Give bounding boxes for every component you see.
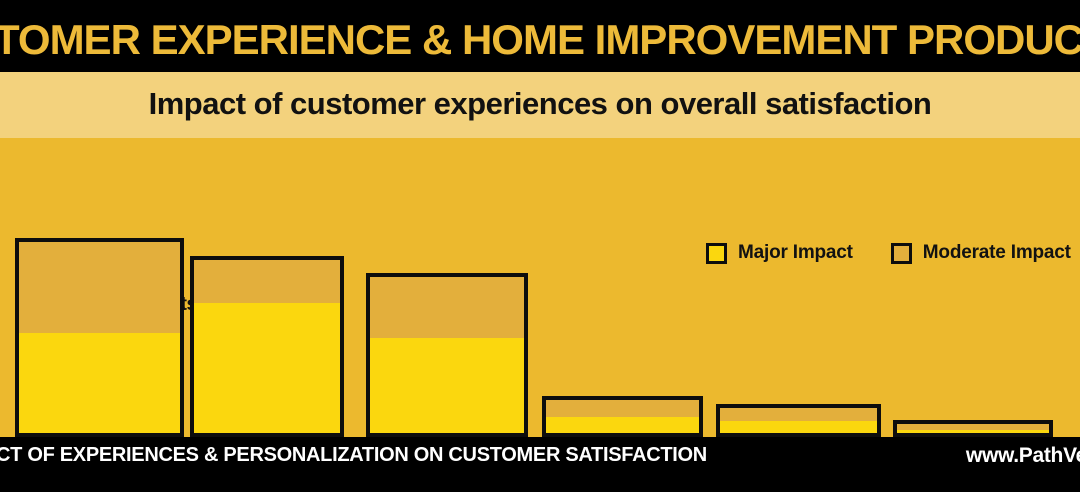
bar-group: Getting QuestionsAnswered 77% xyxy=(0,138,1080,437)
subtitle-band: Impact of customer experiences on overal… xyxy=(0,72,1080,138)
bar-segment-moderate-impact xyxy=(19,242,180,333)
chart-legend: Major Impact Moderate Impact xyxy=(706,242,1071,264)
footer-url: www.PathVe xyxy=(965,444,1080,467)
legend-swatch-icon xyxy=(890,242,912,264)
header-bar: TOMER EXPERIENCE & HOME IMPROVEMENT PROD… xyxy=(0,0,1080,72)
bar-segment-moderate-impact xyxy=(370,277,524,338)
legend-label: Moderate Impact xyxy=(922,242,1071,263)
bar-group: Day-to-day Use& Performance 78% xyxy=(0,138,1080,437)
bar-segment-moderate-impact xyxy=(546,400,699,417)
legend-label: Major Impact xyxy=(738,242,853,263)
footer-caption: CT OF EXPERIENCES & PERSONALIZATION ON C… xyxy=(0,444,707,466)
legend-item: Moderate Impact xyxy=(890,242,1071,264)
bar xyxy=(15,238,184,437)
legend-swatch-icon xyxy=(706,242,727,264)
bar xyxy=(542,396,703,437)
bar-chart: Major Impact Moderate Impact Comparing P… xyxy=(0,138,1080,492)
bar xyxy=(893,420,1053,437)
bar-group: Returning orReplacing 56% xyxy=(0,138,1080,492)
bar-segment-moderate-impact xyxy=(720,408,877,421)
bar-group: Comparing Productsand Brands 79% xyxy=(0,138,1080,437)
footer-bar: CT OF EXPERIENCES & PERSONALIZATION ON C… xyxy=(0,437,1080,492)
legend-item: Major Impact xyxy=(706,242,853,264)
bar-segment-moderate-impact xyxy=(194,260,340,303)
chart-title: Impact of customer experiences on overal… xyxy=(148,86,932,121)
bar xyxy=(190,256,344,437)
bar-segment-moderate-impact xyxy=(897,424,1049,430)
bar xyxy=(366,273,528,437)
bar xyxy=(716,404,881,437)
page-title: TOMER EXPERIENCE & HOME IMPROVEMENT PROD… xyxy=(0,16,1080,63)
